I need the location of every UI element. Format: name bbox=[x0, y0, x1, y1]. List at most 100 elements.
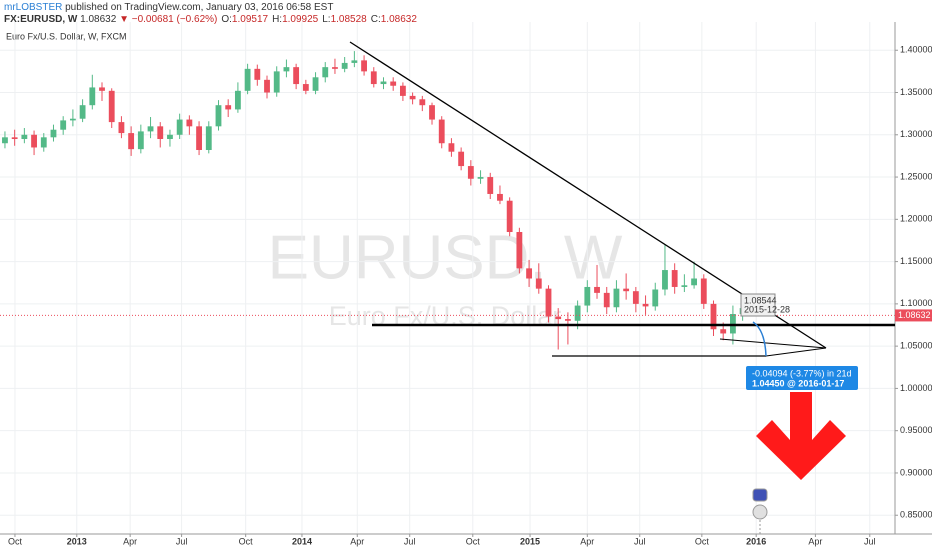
y-tick-label: 1.20000 bbox=[900, 214, 932, 224]
candle-body bbox=[21, 134, 28, 140]
candle-body bbox=[497, 193, 503, 201]
projection-target: 1.04450 @ 2016-01-17 bbox=[752, 378, 844, 388]
candle-body bbox=[11, 137, 18, 140]
candle-body bbox=[409, 95, 416, 100]
ohlc-value: 1.08632 bbox=[381, 14, 418, 25]
x-tick-label: Apr bbox=[123, 536, 137, 546]
candle-body bbox=[302, 84, 309, 91]
projection-box[interactable] bbox=[746, 366, 858, 390]
x-tick-label: Oct bbox=[239, 536, 254, 546]
candle-body bbox=[729, 314, 736, 334]
x-tick-label: 2016 bbox=[746, 536, 766, 546]
candle-body bbox=[341, 62, 348, 69]
candle-body bbox=[79, 105, 86, 119]
candle-body bbox=[99, 87, 105, 91]
x-tick-label: 2014 bbox=[292, 536, 312, 546]
candle-body bbox=[31, 134, 37, 148]
candle-body bbox=[370, 71, 377, 85]
triangle-line[interactable] bbox=[765, 347, 827, 357]
x-tick-label: Jul bbox=[176, 536, 188, 546]
candle-body bbox=[642, 303, 649, 307]
y-tick-label: 0.95000 bbox=[900, 425, 932, 435]
candle-body bbox=[516, 232, 523, 269]
ohlc-value: 1.09925 bbox=[282, 14, 319, 25]
y-tick-label: 1.40000 bbox=[900, 45, 932, 55]
candle-body bbox=[264, 79, 270, 93]
y-tick-label: 0.85000 bbox=[900, 510, 932, 520]
y-tick-label: 1.30000 bbox=[900, 129, 932, 139]
hover-price: 1.08544 bbox=[744, 295, 777, 305]
y-tick-label: 0.90000 bbox=[900, 467, 932, 477]
candle-body bbox=[574, 305, 581, 321]
y-tick-label: 1.25000 bbox=[900, 171, 932, 181]
header-line: mrLOBSTER published on TradingView.com, … bbox=[4, 2, 333, 13]
candle-body bbox=[254, 68, 261, 80]
last-price-tag bbox=[895, 309, 932, 322]
candle-body bbox=[458, 151, 465, 167]
candle-body bbox=[283, 67, 290, 72]
candle-body bbox=[322, 67, 329, 78]
last: 1.08632 bbox=[80, 14, 117, 25]
candle-body bbox=[186, 119, 193, 127]
candle-body bbox=[176, 119, 183, 135]
event-flag[interactable] bbox=[752, 488, 768, 502]
candle-body bbox=[244, 68, 251, 91]
candle-body bbox=[89, 87, 96, 106]
ohlc-value: 1.08528 bbox=[331, 14, 368, 25]
candle-body bbox=[623, 288, 630, 292]
candle-body bbox=[351, 60, 358, 63]
candle-body bbox=[196, 126, 202, 150]
y-tick-label: 1.35000 bbox=[900, 87, 932, 97]
x-tick-label: Oct bbox=[695, 536, 710, 546]
published: published on TradingView.com, January 03… bbox=[65, 2, 333, 13]
watermark-description: Euro Fx/U.S. Dollar bbox=[329, 301, 562, 331]
x-tick-label: Jul bbox=[404, 536, 416, 546]
triangle-line[interactable] bbox=[719, 338, 827, 349]
candle-body bbox=[225, 105, 232, 110]
candle-body bbox=[399, 85, 406, 96]
candle-body bbox=[467, 166, 474, 179]
candle-body bbox=[681, 285, 688, 287]
candle-body bbox=[293, 67, 300, 85]
symbol: FX:EURUSD, W bbox=[4, 14, 78, 25]
candle-body bbox=[60, 120, 67, 130]
candle-body bbox=[632, 291, 639, 304]
change: ▼ −0.00681 (−0.62%) bbox=[119, 14, 217, 25]
candle-body bbox=[613, 288, 620, 308]
candle-body bbox=[128, 133, 135, 150]
x-tick-label: Oct bbox=[466, 536, 481, 546]
hover-date: 2015-12-28 bbox=[744, 304, 790, 314]
candle-body bbox=[671, 270, 678, 287]
candle-body bbox=[167, 134, 173, 140]
x-tick-label: 2015 bbox=[520, 536, 540, 546]
candle-body bbox=[40, 137, 47, 148]
candle-body bbox=[2, 137, 8, 144]
legend: Euro Fx/U.S. Dollar, W, FXCM bbox=[6, 31, 127, 41]
watermark-symbol: EURUSD, W bbox=[268, 223, 623, 292]
ohlc-value: 1.09517 bbox=[232, 14, 269, 25]
projection-curve[interactable] bbox=[752, 321, 767, 357]
x-tick-label: Jul bbox=[634, 536, 646, 546]
candle-body bbox=[137, 131, 144, 150]
candle-body bbox=[691, 278, 697, 286]
event-flag[interactable] bbox=[752, 504, 768, 520]
y-tick-label: 1.00000 bbox=[900, 383, 932, 393]
candle-body bbox=[662, 270, 668, 290]
candle-body bbox=[652, 289, 659, 307]
candle-body bbox=[205, 126, 212, 150]
candle-body bbox=[108, 90, 115, 123]
candle-body bbox=[448, 143, 455, 152]
last-price-label: 1.08632 bbox=[898, 310, 931, 320]
candle-body bbox=[603, 292, 610, 308]
candle-body bbox=[215, 105, 222, 127]
ohlc-label: H: bbox=[272, 14, 282, 25]
hover-box bbox=[740, 293, 776, 317]
author[interactable]: mrLOBSTER bbox=[4, 2, 62, 13]
x-tick-label: Apr bbox=[580, 536, 594, 546]
candle-body bbox=[594, 286, 600, 293]
candle-body bbox=[506, 200, 513, 233]
y-tick-label: 1.05000 bbox=[900, 341, 932, 351]
candle-body bbox=[361, 60, 367, 72]
